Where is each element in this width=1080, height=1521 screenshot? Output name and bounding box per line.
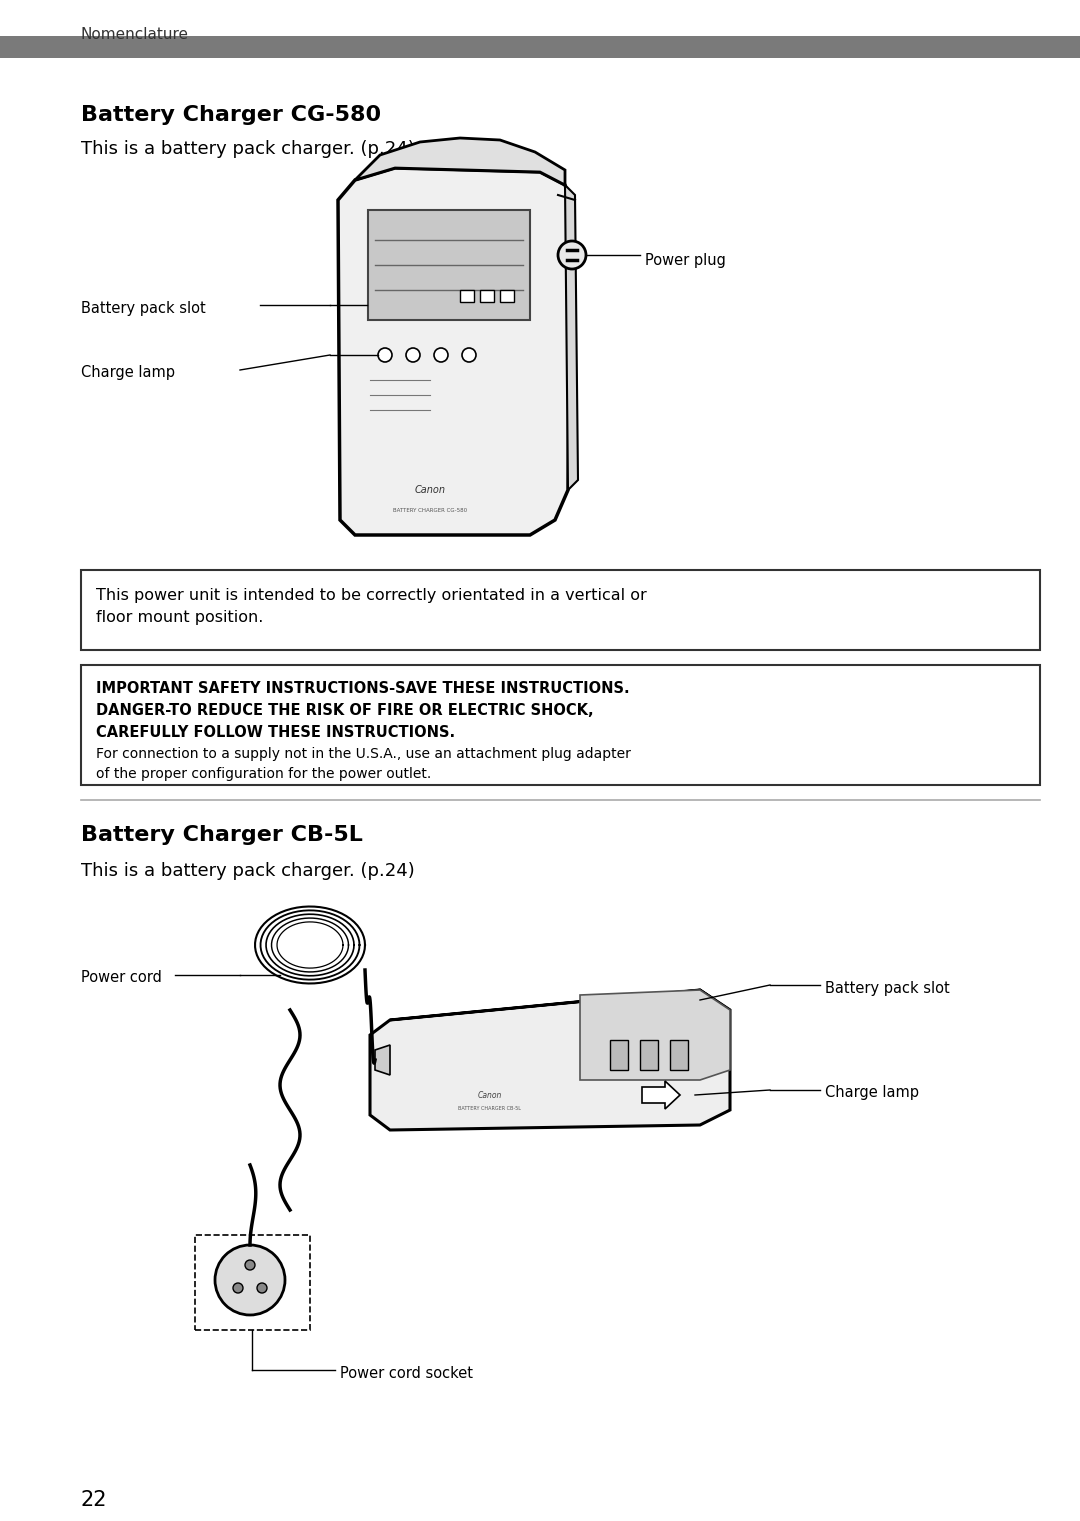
Text: For connection to a supply not in the U.S.A., use an attachment plug adapter: For connection to a supply not in the U.… [96, 747, 631, 760]
Circle shape [462, 348, 476, 362]
Circle shape [245, 1259, 255, 1270]
Polygon shape [370, 990, 730, 1130]
Polygon shape [642, 1081, 680, 1109]
Text: Canon: Canon [415, 485, 446, 494]
Text: This power unit is intended to be correctly orientated in a vertical or: This power unit is intended to be correc… [96, 589, 647, 602]
Text: 22: 22 [81, 1491, 108, 1510]
Bar [500, 291, 514, 303]
Circle shape [406, 348, 420, 362]
Text: Charge lamp: Charge lamp [81, 365, 175, 380]
Text: Power cord: Power cord [81, 970, 162, 986]
Text: floor mount position.: floor mount position. [96, 610, 264, 625]
Circle shape [378, 348, 392, 362]
Text: Battery Charger CG-580: Battery Charger CG-580 [81, 105, 381, 125]
Bar [480, 291, 494, 303]
Bar [195, 1235, 310, 1329]
Polygon shape [375, 1045, 390, 1075]
Text: Power plug: Power plug [645, 254, 726, 269]
Text: IMPORTANT SAFETY INSTRUCTIONS-SAVE THESE INSTRUCTIONS.: IMPORTANT SAFETY INSTRUCTIONS-SAVE THESE… [96, 681, 630, 697]
Polygon shape [355, 138, 565, 186]
Text: Battery pack slot: Battery pack slot [825, 981, 949, 996]
Bar [81, 665, 1040, 785]
Text: Power cord socket: Power cord socket [340, 1366, 473, 1381]
Text: Charge lamp: Charge lamp [825, 1086, 919, 1101]
Text: DANGER-TO REDUCE THE RISK OF FIRE OR ELECTRIC SHOCK,: DANGER-TO REDUCE THE RISK OF FIRE OR ELE… [96, 703, 594, 718]
Polygon shape [580, 990, 730, 1080]
Text: Canon: Canon [477, 1091, 502, 1100]
Circle shape [257, 1284, 267, 1293]
Text: BATTERY CHARGER CG-580: BATTERY CHARGER CG-580 [393, 508, 467, 513]
Text: BATTERY CHARGER CB-5L: BATTERY CHARGER CB-5L [459, 1106, 522, 1110]
Text: of the proper configuration for the power outlet.: of the proper configuration for the powe… [96, 767, 431, 780]
Polygon shape [565, 186, 578, 490]
Polygon shape [390, 990, 730, 1021]
Bar [81, 570, 1040, 649]
Text: CAREFULLY FOLLOW THESE INSTRUCTIONS.: CAREFULLY FOLLOW THESE INSTRUCTIONS. [96, 726, 455, 741]
Bar [0, 37, 1080, 58]
Bar [670, 1040, 688, 1069]
Circle shape [233, 1284, 243, 1293]
Bar [640, 1040, 658, 1069]
Circle shape [434, 348, 448, 362]
Bar [610, 1040, 627, 1069]
Text: This is a battery pack charger. (p.24): This is a battery pack charger. (p.24) [81, 862, 415, 881]
Circle shape [215, 1246, 285, 1316]
Text: Battery pack slot: Battery pack slot [81, 301, 206, 315]
Polygon shape [368, 210, 530, 319]
Text: Nomenclature: Nomenclature [81, 27, 189, 43]
Polygon shape [338, 167, 570, 535]
Text: This is a battery pack charger. (p.24): This is a battery pack charger. (p.24) [81, 140, 415, 158]
Bar [460, 291, 474, 303]
Circle shape [558, 240, 586, 269]
Text: Battery Charger CB-5L: Battery Charger CB-5L [81, 824, 363, 846]
